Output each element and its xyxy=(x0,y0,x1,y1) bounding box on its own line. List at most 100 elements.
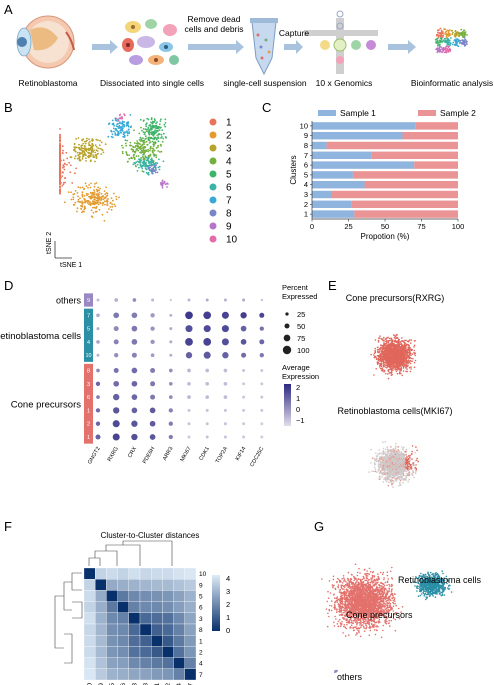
dot-4-RXRG xyxy=(113,339,119,345)
dot-8-CRX xyxy=(131,367,138,374)
dot-6-PDE6H xyxy=(150,394,156,400)
heatmap-cell-6-10 xyxy=(83,601,96,613)
heatmap-cell-9-8 xyxy=(139,579,152,591)
heatmap-cell-7-5 xyxy=(106,668,118,681)
dot-6-CDK1 xyxy=(205,395,210,399)
heatmap-col-label-4: 4 xyxy=(176,683,183,685)
percent-legend-label-50: 50 xyxy=(297,322,305,331)
tick-label-cluster-6: 6 xyxy=(304,161,308,170)
heatmap-cell-10-7 xyxy=(184,567,197,580)
heatmap-cell-2-7 xyxy=(184,646,197,658)
bar-cluster-9-sample-1 xyxy=(312,131,403,140)
dot-8-KIF14 xyxy=(242,369,246,372)
dot-6-KIF14 xyxy=(242,395,246,399)
heatmap-cell-3-2 xyxy=(162,612,174,625)
heatmap-row-label-5: 5 xyxy=(199,594,203,601)
heatmap-cell-5-9 xyxy=(95,590,107,602)
gene-label-PDE6H: PDE6H xyxy=(142,446,156,465)
dot-4-TOP2A xyxy=(221,338,229,346)
heatmap-cell-3-3 xyxy=(128,612,141,625)
dot-7-TOP2A xyxy=(221,311,229,319)
dot-10-MKI67 xyxy=(185,352,193,359)
heatmap-cell-8-7 xyxy=(184,623,197,636)
row-label-9: 9 xyxy=(87,298,90,304)
average-legend-title: Expression xyxy=(282,372,319,381)
percent-legend-dot-50 xyxy=(284,323,290,329)
heatmap-cell-8-6 xyxy=(117,623,129,636)
panel-g-celltype-tsne: Retinoblastoma cells Cone precursors oth… xyxy=(321,563,482,682)
dot-2-GNGT2 xyxy=(95,421,101,426)
x-tick-label-50: 50 xyxy=(381,222,389,231)
dot-1-MKI67 xyxy=(187,435,191,439)
dot-6-RXRG xyxy=(113,393,120,401)
bar-cluster-7-sample-2 xyxy=(371,151,458,160)
bar-cluster-4-sample-2 xyxy=(364,180,458,189)
dot-10-CDK1 xyxy=(203,351,211,359)
column-dendrogram xyxy=(88,540,173,566)
gene-label-GNGT2: GNGT2 xyxy=(87,446,102,465)
dot-4-CDC25C xyxy=(259,339,265,345)
heatmap-cell-5-7 xyxy=(184,590,197,602)
bar-cluster-8-sample-1 xyxy=(312,141,327,150)
heatmap-cell-9-4 xyxy=(173,579,185,591)
row-label-5: 5 xyxy=(87,327,90,333)
dot-6-TOP2A xyxy=(223,395,228,399)
celltype-tsne-plot xyxy=(321,563,453,674)
dot-2-CDC25C xyxy=(260,422,264,426)
legend-label-Sample 1: Sample 1 xyxy=(340,108,376,118)
x-tick-label-0: 0 xyxy=(310,222,314,231)
dot-4-PDE6H xyxy=(150,339,155,345)
heatmap-col-label-10: 10 xyxy=(87,683,94,685)
bar-cluster-6-sample-2 xyxy=(414,161,458,169)
dot-2-ARR3 xyxy=(168,421,173,426)
dot-8-GNGT2 xyxy=(96,368,100,373)
dot-10-CRX xyxy=(131,352,137,358)
percent-legend-label-25: 25 xyxy=(297,310,305,319)
dot-9-CDK1 xyxy=(205,298,209,302)
bar-cluster-9-sample-2 xyxy=(402,131,458,140)
heatmap-cell-7-8 xyxy=(139,668,152,681)
panel-e-feature-plots: Cone precursors(RXRG) Retinoblastoma cel… xyxy=(337,293,453,489)
dot-5-MKI67 xyxy=(185,325,193,333)
legend-swatch-7 xyxy=(209,196,217,204)
dot-4-CDK1 xyxy=(203,338,212,346)
dissociated-cells-illustration xyxy=(122,19,179,65)
legend-label-9: 9 xyxy=(226,222,232,233)
heatmap-col-label-6: 6 xyxy=(120,683,127,685)
dot-1-MKI67 xyxy=(187,408,191,412)
tick-label-cluster-3: 3 xyxy=(304,190,308,199)
row-label-4: 4 xyxy=(87,340,90,346)
bar-cluster-3-sample-2 xyxy=(330,190,458,199)
tsne-axis-x-label: tSNE 1 xyxy=(60,262,82,269)
average-legend-title: Average xyxy=(282,363,310,372)
heatmap-row-label-6: 6 xyxy=(199,605,203,612)
row-label-7: 7 xyxy=(87,313,90,319)
dot-1-PDE6H xyxy=(149,407,156,414)
heatmap-col-label-3: 3 xyxy=(131,683,138,685)
heatmap-col-label-8: 8 xyxy=(143,683,150,685)
dot-1-RXRG xyxy=(113,407,120,414)
feature-plot-title-mki67: Retinoblastoma cells(MKI67) xyxy=(337,406,452,416)
heatmap-title: Cluster-to-Cluster distances xyxy=(101,531,200,540)
heatmap-cell-2-5 xyxy=(106,646,118,658)
row-label-2: 2 xyxy=(87,422,90,428)
percent-legend-title: Expressed xyxy=(282,292,317,301)
dot-3-MKI67 xyxy=(187,381,191,386)
legend-label-Sample 2: Sample 2 xyxy=(440,108,476,118)
heatmap-cell-7-2 xyxy=(162,668,174,681)
heatmap-cell-7-6 xyxy=(117,668,129,681)
heatmap-row-label-8: 8 xyxy=(199,627,203,634)
colorbar-tick-1: 1 xyxy=(226,613,230,622)
heatmap-cell-7-3 xyxy=(128,668,141,681)
heatmap-cell-4-5 xyxy=(106,657,118,669)
bioinformatic-tsne-thumbnail xyxy=(434,27,468,54)
dot-1-GNGT2 xyxy=(95,408,101,413)
group-bar-others xyxy=(84,293,93,307)
dot-4-CRX xyxy=(131,339,138,345)
tick-label-cluster-5: 5 xyxy=(304,170,308,179)
row-label-1: 1 xyxy=(87,408,90,414)
dot-1-KIF14 xyxy=(242,408,246,412)
group-label-others: others xyxy=(56,296,82,306)
heatmap-cell-5-2 xyxy=(162,590,174,602)
dot-1-CDC25C xyxy=(260,435,264,439)
